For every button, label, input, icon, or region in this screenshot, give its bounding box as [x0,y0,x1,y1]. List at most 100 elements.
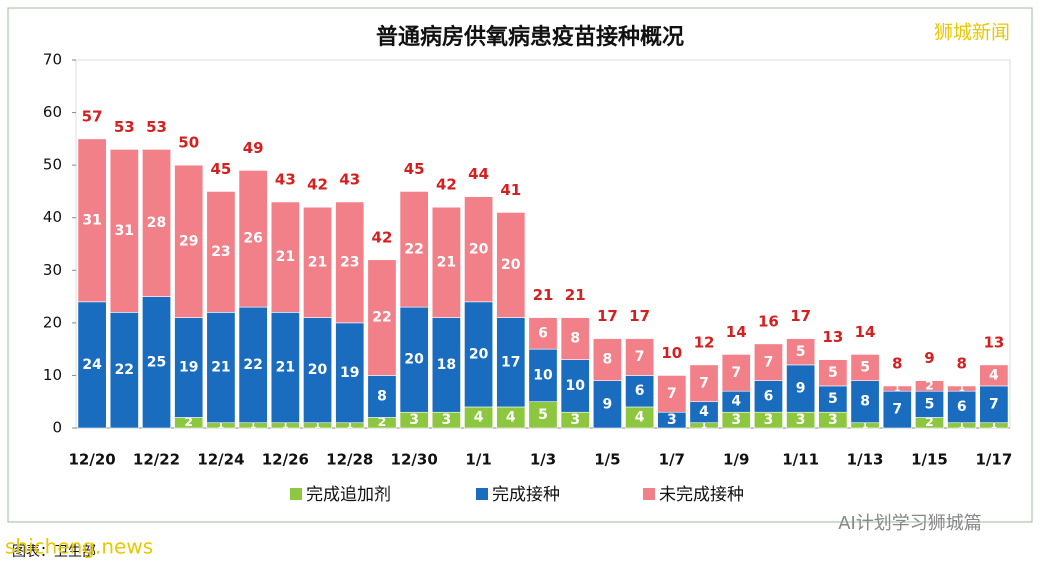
bar-segment [109,149,139,313]
segment-label: 3 [442,412,452,428]
segment-label: 6 [957,399,967,415]
segment-label: 1 [991,421,997,431]
segment-label: 3 [796,412,806,428]
segment-label: 2 [925,414,934,429]
segment-label: 4 [506,409,516,425]
x-tick-label: 1/17 [975,451,1012,469]
segment-label: 28 [147,215,166,231]
x-tick-label: 1/9 [723,451,749,469]
segment-label: 1 [862,421,868,431]
segment-label: 5 [538,407,548,423]
bar-segment [592,380,622,429]
bar-segment [399,306,429,413]
x-tick-label: 1/1 [465,451,491,469]
total-label: 43 [339,170,360,188]
total-label: 14 [855,323,876,341]
x-tick-label: 1/15 [911,451,948,469]
segment-label: 1 [894,384,900,394]
segment-label: 10 [565,378,585,394]
bar-segment [753,380,783,413]
bar-segment [753,343,783,381]
segment-label: 1 [347,421,353,431]
bar-segment [464,196,494,303]
x-tick-label: 1/13 [847,451,884,469]
total-label: 9 [924,349,934,367]
segment-label: 4 [635,409,645,425]
x-tick-label: 1/7 [659,451,685,469]
segment-label: 20 [501,257,521,273]
footer-site: shicheng.news [5,535,153,559]
segment-label: 22 [115,362,134,378]
total-label: 42 [307,176,328,194]
segment-label: 7 [699,375,709,391]
segment-label: 29 [179,233,198,249]
bar-segment [238,306,268,424]
bar-segment [625,375,655,408]
segment-label: 20 [469,241,489,257]
total-label: 21 [533,286,554,304]
segment-label: 1 [959,384,965,394]
total-label: 49 [243,139,264,157]
bar-segment [689,364,719,403]
bar-segment [496,317,526,408]
bar-segment [979,364,1009,387]
total-label: 12 [694,333,715,351]
bar-segment [367,375,397,418]
total-label: 53 [114,118,135,136]
segment-label: 5 [860,360,870,376]
segment-label: 9 [603,396,613,412]
segment-label: 1 [314,421,320,431]
segment-label: 1 [701,421,707,431]
segment-label: 7 [667,386,677,402]
total-label: 42 [436,176,457,194]
x-tick-label: 12/30 [391,451,438,469]
footer-account: AI计划学习狮城篇 [838,513,982,534]
segment-label: 8 [570,331,580,347]
segment-label: 3 [731,412,741,428]
segment-label: 31 [82,212,101,228]
segment-label: 20 [469,346,489,362]
segment-label: 5 [828,365,838,381]
segment-label: 1 [218,421,224,431]
y-tick-label: 40 [43,208,62,226]
total-label: 50 [178,134,199,152]
bar-segment [915,380,944,392]
segment-label: 4 [989,367,999,383]
segment-label: 3 [764,412,774,428]
total-label: 8 [892,354,902,372]
segment-label: 3 [570,412,580,428]
y-tick-label: 70 [43,51,62,69]
bar-segment [560,359,590,413]
bar-segment [947,390,977,424]
segment-label: 2 [184,414,193,429]
bar-segment [560,317,590,360]
bar-segment [786,364,816,413]
bar-segment [528,401,558,429]
bar-segment [528,317,558,350]
bar-segment [850,380,880,424]
total-label: 41 [500,181,521,199]
legend-swatch [290,488,302,500]
segment-label: 7 [731,365,741,381]
bar-segment [786,338,816,366]
segment-label: 8 [377,388,387,404]
total-label: 43 [275,170,296,188]
segment-label: 23 [340,254,359,270]
bar-segment [335,322,365,424]
x-tick-label: 12/20 [68,451,115,469]
x-tick-label: 1/3 [530,451,556,469]
bar-segment [335,201,365,324]
y-tick-label: 30 [43,261,62,279]
x-tick-label: 1/11 [782,451,819,469]
bar-segment [303,317,333,424]
source: 图表：卫生部 [12,544,96,560]
segment-label: 19 [340,365,359,381]
segment-label: 20 [404,352,424,368]
segment-label: 23 [211,244,230,260]
watermark: 狮城新闻 [934,22,1010,44]
bar-segment [174,317,204,418]
bar-segment [496,212,526,318]
total-label: 45 [210,160,231,178]
segment-label: 1 [250,421,256,431]
total-label: 10 [661,344,682,362]
